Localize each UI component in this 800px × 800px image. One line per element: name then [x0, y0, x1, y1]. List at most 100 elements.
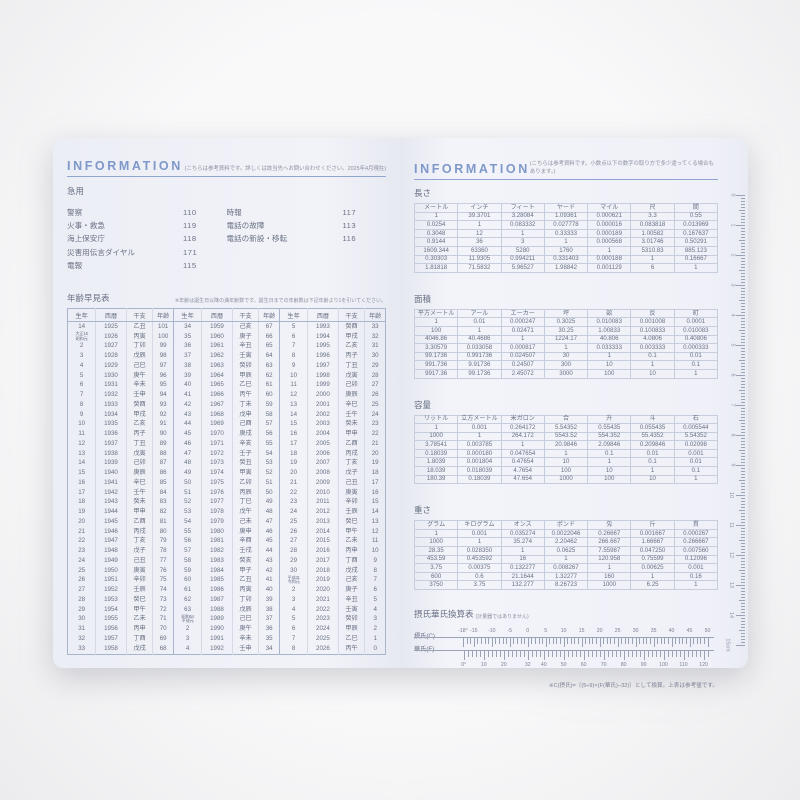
table-cell: 55	[258, 439, 280, 449]
table-row: 14 1925 乙丑 101 34 1959 己亥 67 5 1993 癸酉 33	[68, 321, 386, 332]
table-row: 29 1954 甲午 72 63 1988 戊辰 38 4 2022 壬寅 4	[68, 604, 386, 615]
table-cell: 24	[78, 556, 86, 564]
table-cell: 33	[364, 321, 386, 332]
table-cell: 0.100833	[630, 325, 675, 336]
table-cell: 2019	[307, 575, 339, 586]
scale-tick	[571, 650, 573, 657]
column-header: 石	[673, 414, 719, 425]
ruler-tick	[740, 636, 745, 637]
column-header: キログラム	[457, 520, 502, 530]
scale-tick	[520, 637, 522, 644]
table-cell: 15	[278, 419, 308, 430]
table-cell: 0.000817	[500, 343, 545, 353]
table-cell: 39	[258, 595, 280, 605]
table-cell: 23	[364, 419, 386, 430]
table-cell: 0.010083	[587, 317, 632, 327]
column-header: フィート	[500, 203, 545, 213]
table-cell: 80	[152, 526, 174, 537]
table-cell: 丁卯	[125, 341, 153, 352]
celsius-tick-label: 25	[614, 628, 621, 634]
table-cell: 0.0022046	[543, 528, 589, 539]
left-page: INFORMATION (こちらは参考資料です。詳しくは該当先へお問い合わせくだ…	[53, 138, 400, 668]
scale-tick	[513, 637, 515, 644]
scale-tick	[682, 637, 684, 644]
scale-tick	[695, 650, 697, 657]
ruler-tick	[740, 327, 745, 328]
table-cell: 戊戌	[337, 565, 365, 576]
phone-entry-label: 警察	[67, 208, 83, 218]
table-cell: 壬辰	[337, 507, 365, 517]
table-cell: 1950	[95, 565, 127, 576]
scale-tick	[585, 637, 587, 644]
scale-tick	[596, 637, 598, 644]
ruler-tick	[738, 540, 745, 541]
ruler-tick	[740, 339, 745, 340]
table-cell: 37	[172, 351, 202, 361]
table-cell: 丙午	[337, 643, 365, 654]
table-cell: 42	[258, 565, 280, 576]
table-cell: 84	[152, 487, 174, 498]
table-cell: 己酉	[231, 419, 259, 430]
table-cell: 180.39	[413, 474, 459, 485]
column-header: アール	[457, 308, 502, 319]
table-cell: 辛巳	[337, 400, 365, 410]
ruler-number: 1	[729, 223, 736, 227]
table-cell: 93	[152, 400, 174, 410]
ruler-tick	[735, 345, 745, 346]
scale-tick	[583, 650, 585, 660]
table-row: 1.81818 71.5832 5.96527 1.98842 0.001129 6 1	[413, 263, 719, 273]
table-cell: 50	[258, 487, 280, 498]
table-cell: 乙酉	[337, 439, 365, 449]
scale-tick	[535, 650, 537, 657]
ruler-tick	[735, 435, 745, 436]
table-cell: 95	[152, 380, 174, 391]
ruler-tick	[740, 282, 745, 283]
table-cell: 51	[258, 478, 280, 488]
ruler-tick	[740, 642, 745, 643]
table-cell: 2.20462	[543, 537, 589, 548]
table-cell: 300	[543, 360, 589, 370]
scale-tick	[663, 650, 665, 660]
table-cell: 丙戌	[125, 526, 153, 537]
ruler-tick	[738, 480, 745, 481]
table-cell: 58	[258, 409, 280, 420]
table-cell: 0.3048	[413, 228, 459, 239]
table-row: 32 1957 丁酉 69 3 1991 辛未 35 7 2025 乙巳 1	[68, 634, 386, 644]
table-cell: 1941	[95, 478, 127, 488]
fahrenheit-tick-label: 0°	[461, 662, 467, 668]
table-cell: 6	[79, 381, 84, 389]
table-cell: 31	[78, 625, 86, 633]
table-cell: 91	[152, 419, 174, 430]
column-header: ポンド	[543, 520, 589, 530]
ruler-tick	[740, 249, 745, 250]
table-cell: 1	[500, 546, 545, 556]
table-cell: 乙酉	[125, 517, 153, 527]
ruler-tick	[740, 378, 745, 379]
table-cell: 戊寅	[337, 370, 365, 381]
notebook-spread: INFORMATION (こちらは参考資料です。詳しくは該当先へお問い合わせくだ…	[53, 138, 748, 689]
table-cell: 37	[258, 614, 280, 625]
celsius-tick-label: 50	[704, 628, 711, 634]
table-row: 0.0254 1 0.083332 0.027778 0.000016 0.083818 0…	[413, 220, 719, 230]
table-cell: 1933	[95, 400, 127, 410]
scale-tick	[495, 650, 497, 657]
table-cell: 1954	[95, 604, 127, 615]
table-cell: 0.50291	[673, 237, 719, 247]
table-cell: 0.6	[457, 571, 502, 582]
table-cell: 1.32277	[543, 571, 589, 582]
table-cell: 27	[278, 536, 308, 547]
table-cell: 8	[278, 643, 308, 654]
ruler-tick	[740, 633, 745, 634]
scale-tick	[587, 650, 589, 657]
ruler-tick	[738, 210, 745, 211]
table-cell: 1995	[307, 341, 339, 352]
scale-tick	[707, 637, 709, 647]
ruler-tick	[740, 603, 745, 604]
length-conversion-table: メートル インチ フィート ヤード マイル尺間 1 39.3701 3.28084 1.0936…	[413, 203, 719, 273]
table-cell: 0.047654	[500, 448, 545, 459]
ruler-tick	[740, 399, 745, 400]
table-cell: 1936	[95, 429, 127, 439]
table-cell: 16	[278, 429, 308, 439]
scale-tick	[515, 650, 517, 657]
ruler-tick	[740, 462, 745, 463]
